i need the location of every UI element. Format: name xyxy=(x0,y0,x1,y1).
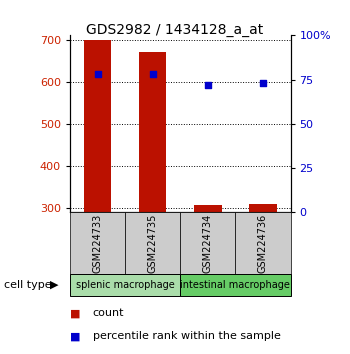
Point xyxy=(205,82,211,88)
Text: intestinal macrophage: intestinal macrophage xyxy=(181,280,290,290)
Text: ■: ■ xyxy=(70,331,80,341)
Text: splenic macrophage: splenic macrophage xyxy=(76,280,175,290)
Text: GSM224733: GSM224733 xyxy=(92,214,103,273)
Text: GSM224736: GSM224736 xyxy=(258,214,268,273)
Text: ■: ■ xyxy=(70,308,80,318)
Text: GSM224735: GSM224735 xyxy=(148,214,158,273)
Point xyxy=(95,72,100,77)
Bar xyxy=(139,52,167,212)
Text: count: count xyxy=(93,308,124,318)
Text: ▶: ▶ xyxy=(50,280,58,290)
Text: percentile rank within the sample: percentile rank within the sample xyxy=(93,331,281,341)
Bar xyxy=(194,205,222,212)
Point xyxy=(150,72,155,77)
Text: cell type: cell type xyxy=(4,280,51,290)
Text: GSM224734: GSM224734 xyxy=(203,214,213,273)
Point xyxy=(260,80,266,86)
Bar xyxy=(84,40,111,212)
Text: GDS2982 / 1434128_a_at: GDS2982 / 1434128_a_at xyxy=(86,23,264,37)
Bar xyxy=(249,204,277,212)
